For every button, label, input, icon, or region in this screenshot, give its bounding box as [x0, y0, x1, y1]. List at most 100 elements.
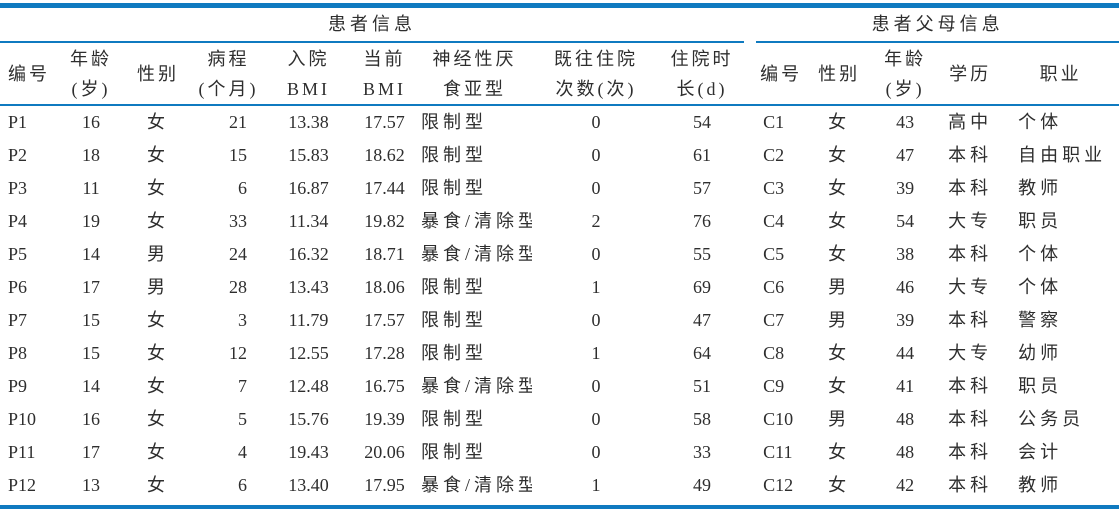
cell-p-stay: 64	[693, 343, 712, 363]
col-header-c-education-line1: 学历	[949, 63, 992, 84]
col-header-p-bmi-current-line1: 当前	[363, 48, 406, 69]
cell-c-edu: 本科	[948, 442, 993, 462]
cell-c-job: 个体	[1018, 244, 1063, 264]
cell-p-prev: 0	[591, 112, 601, 132]
cell-p-id: P6	[8, 277, 28, 297]
cell-p-bmi-now: 16.75	[364, 376, 405, 396]
cell-p-stay: 33	[693, 442, 712, 462]
cell-p-stay: 61	[693, 145, 712, 165]
cell-c-id: C6	[763, 277, 785, 297]
cell-c-sex: 女	[828, 178, 851, 198]
cell-c-job: 警察	[1018, 310, 1063, 330]
col-header-c-occupation: 职业	[1002, 42, 1119, 106]
cell-c-age: 39	[896, 178, 915, 198]
cell-p-stay: 54	[693, 112, 712, 132]
col-header-c-sex-line1: 性别	[818, 63, 861, 84]
cell-p-prev: 1	[591, 277, 601, 297]
cell-c-age: 44	[896, 343, 915, 363]
cell-p-bmi-in: 16.32	[288, 244, 329, 264]
col-header-p-prev-admissions: 既往住院 次数(次)	[532, 42, 660, 106]
cell-p-age: 17	[82, 277, 100, 297]
cell-c-id: C1	[763, 112, 785, 132]
col-header-p-sex-line1: 性别	[137, 63, 179, 84]
cell-p-subtype: 限制型	[421, 178, 487, 198]
cell-p-subtype: 暴食/清除型	[421, 475, 532, 495]
cell-p-id: P11	[8, 442, 36, 462]
cell-p-subtype: 限制型	[421, 112, 487, 132]
cell-p-stay: 51	[693, 376, 712, 396]
cell-c-age: 39	[896, 310, 915, 330]
cell-c-age: 48	[896, 442, 915, 462]
cell-c-age: 54	[896, 211, 915, 231]
table-row: P9 14 女 7 12.48 16.75 暴食/清除型 0 51 C9 女 41 本科 职员	[0, 370, 1119, 403]
col-header-c-id: 编号	[756, 42, 807, 106]
cell-p-age: 16	[82, 112, 100, 132]
cell-p-age: 15	[82, 310, 100, 330]
cell-p-course: 28	[229, 277, 247, 297]
cell-p-sex: 女	[147, 178, 169, 198]
cell-gap	[744, 205, 756, 238]
cell-c-id: C5	[763, 244, 785, 264]
col-header-p-subtype: 神经性厌 食亚型	[417, 42, 532, 106]
cell-p-bmi-now: 17.28	[364, 343, 405, 363]
cell-p-prev: 1	[591, 475, 601, 495]
col-header-p-prev-admissions-line1: 既往住院	[554, 48, 638, 69]
cell-c-job: 个体	[1018, 112, 1063, 132]
col-header-p-course: 病程 (个月)	[192, 42, 265, 106]
cell-c-job: 教师	[1018, 178, 1063, 198]
cell-c-job: 自由职业	[1018, 145, 1107, 165]
cell-c-age: 42	[896, 475, 915, 495]
cell-gap	[744, 139, 756, 172]
cell-p-id: P3	[8, 178, 28, 198]
cell-p-bmi-in: 13.40	[288, 475, 329, 495]
col-header-p-age: 年龄 (岁)	[58, 42, 124, 106]
col-header-c-education: 学历	[938, 42, 1003, 106]
cell-p-id: P10	[8, 409, 37, 429]
cell-p-sex: 女	[147, 475, 169, 495]
cell-c-edu: 本科	[948, 145, 993, 165]
cell-p-sex: 女	[147, 211, 169, 231]
table-row: P1 16 女 21 13.38 17.57 限制型 0 54 C1 女 43 高中 个体	[0, 105, 1119, 139]
cell-p-age: 18	[82, 145, 100, 165]
cell-p-bmi-now: 17.57	[364, 310, 405, 330]
cell-p-id: P7	[8, 310, 28, 330]
cell-p-prev: 0	[591, 442, 601, 462]
cell-p-course: 7	[238, 376, 247, 396]
cell-p-bmi-in: 11.79	[288, 310, 329, 330]
col-header-p-course-line1: 病程	[207, 48, 250, 69]
cell-gap	[744, 469, 756, 507]
cell-p-stay: 69	[693, 277, 712, 297]
cell-c-edu: 本科	[948, 409, 993, 429]
cell-c-sex: 女	[828, 376, 851, 396]
cell-c-id: C11	[763, 442, 793, 462]
cell-p-bmi-now: 17.95	[364, 475, 405, 495]
col-header-p-prev-admissions-line2: 次数(次)	[555, 78, 637, 99]
cell-p-bmi-now: 18.71	[364, 244, 405, 264]
col-header-p-bmi-current: 当前 BMI	[352, 42, 417, 106]
cell-p-id: P4	[8, 211, 28, 231]
cell-p-course: 6	[238, 178, 247, 198]
cell-c-edu: 大专	[948, 343, 993, 363]
cell-c-job: 职员	[1018, 376, 1063, 396]
cell-c-sex: 女	[828, 211, 851, 231]
cell-p-course: 4	[238, 442, 247, 462]
table-row: P5 14 男 24 16.32 18.71 暴食/清除型 0 55 C5 女 38 本科 个体	[0, 238, 1119, 271]
cell-p-bmi-now: 18.62	[364, 145, 405, 165]
cell-p-course: 33	[229, 211, 247, 231]
cell-p-stay: 55	[693, 244, 712, 264]
col-header-p-bmi-admission-line2: BMI	[286, 78, 330, 99]
table-row: P4 19 女 33 11.34 19.82 暴食/清除型 2 76 C4 女 54 大专 职员	[0, 205, 1119, 238]
cell-c-edu: 本科	[948, 475, 993, 495]
cell-c-edu: 本科	[948, 178, 993, 198]
cell-c-edu: 高中	[948, 112, 993, 132]
cell-gap	[744, 238, 756, 271]
group-header-row: 患者信息 患者父母信息	[0, 5, 1119, 43]
cell-p-bmi-now: 19.82	[364, 211, 405, 231]
cell-p-course: 5	[238, 409, 247, 429]
cell-c-age: 48	[896, 409, 915, 429]
cell-p-course: 21	[229, 112, 247, 132]
cell-c-sex: 女	[828, 244, 851, 264]
cell-p-subtype: 限制型	[421, 310, 487, 330]
col-header-p-sex: 性别	[124, 42, 192, 106]
cell-p-bmi-in: 15.83	[288, 145, 329, 165]
